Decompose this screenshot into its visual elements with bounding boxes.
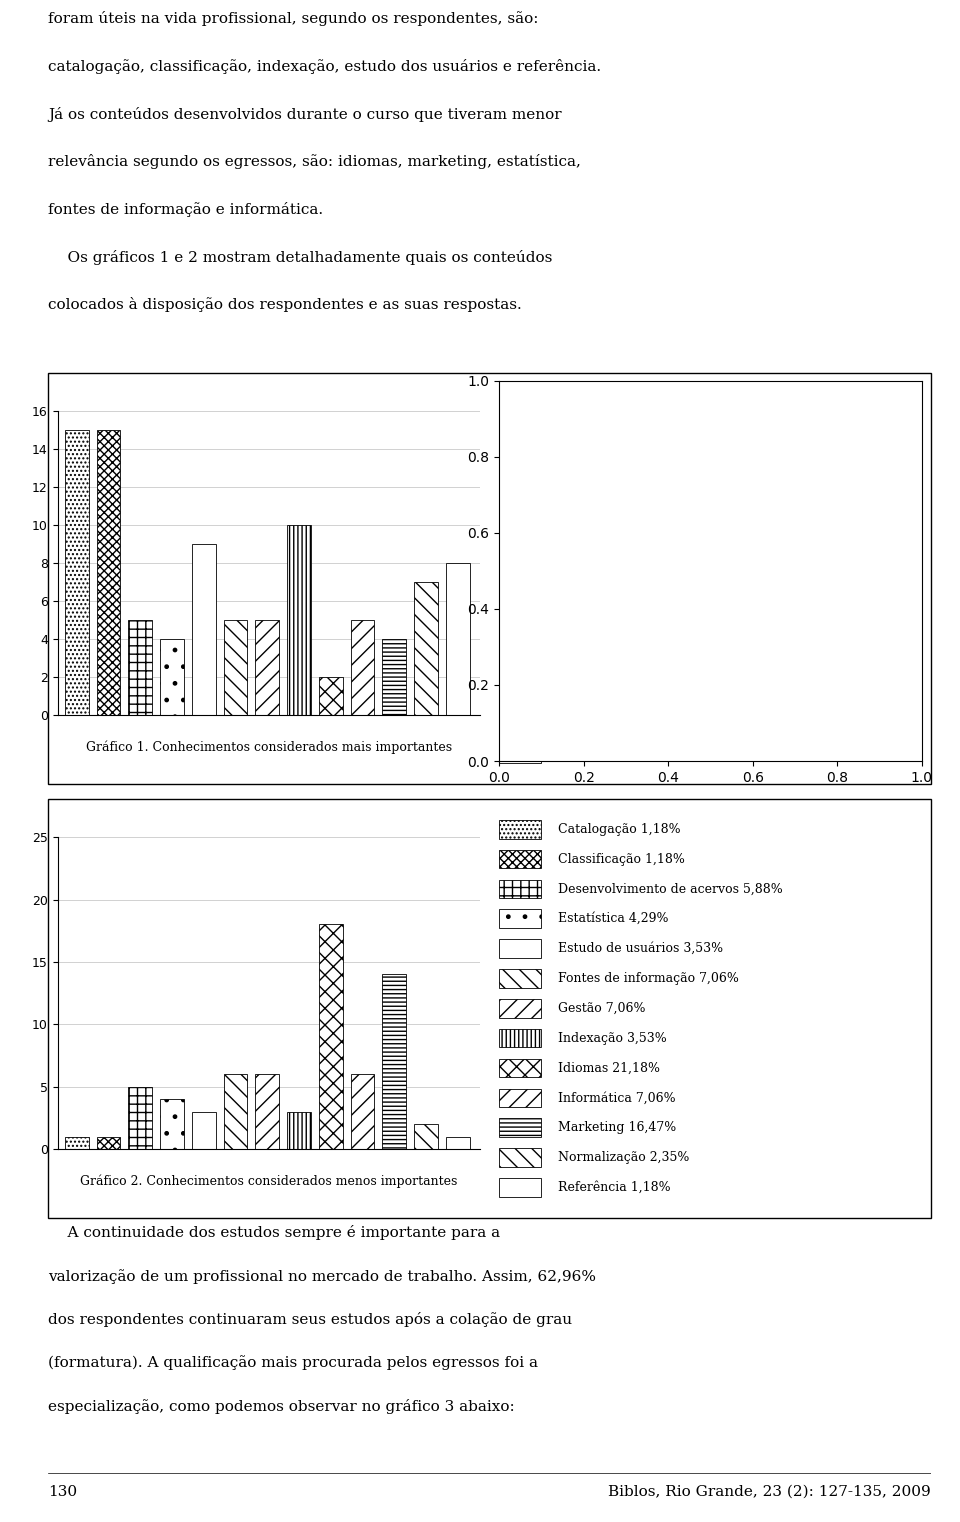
Text: Fontes de informação 3,33%: Fontes de informação 3,33%	[559, 542, 739, 556]
Bar	[287, 525, 311, 715]
Text: Fontes de informação 7,06%: Fontes de informação 7,06%	[559, 973, 739, 985]
Text: valorização de um profissional no mercado de trabalho. Assim, 62,96%: valorização de um profissional no mercad…	[48, 1269, 596, 1283]
Text: Biblos, Rio Grande, 23 (2): 127-135, 2009: Biblos, Rio Grande, 23 (2): 127-135, 200…	[609, 1484, 931, 1499]
Bar	[499, 627, 541, 645]
Text: Informática 4,91%: Informática 4,91%	[559, 659, 676, 673]
Bar	[64, 431, 88, 715]
Bar	[499, 1059, 541, 1078]
Bar	[129, 621, 152, 715]
Text: Estudo de usuários 8,59%: Estudo de usuários 8,59%	[559, 513, 723, 527]
Text: Indexação 3,53%: Indexação 3,53%	[559, 1032, 667, 1044]
Text: Referência 8,28%: Referência 8,28%	[559, 747, 671, 761]
Text: Classificação 1,18%: Classificação 1,18%	[559, 852, 685, 866]
Text: catalogação, classificação, indexação, estudo dos usuários e referência.: catalogação, classificação, indexação, e…	[48, 59, 601, 75]
Bar	[382, 639, 406, 715]
Bar	[499, 715, 541, 734]
Text: Idiomas 21,18%: Idiomas 21,18%	[559, 1061, 660, 1075]
Bar	[499, 1029, 541, 1047]
Bar	[129, 1087, 152, 1149]
Bar	[499, 452, 541, 470]
Bar	[499, 394, 541, 412]
Bar	[319, 924, 343, 1149]
Bar	[445, 1137, 469, 1149]
Bar	[192, 545, 216, 715]
Text: A continuidade dos estudos sempre é importante para a: A continuidade dos estudos sempre é impo…	[48, 1225, 500, 1240]
Text: relevância segundo os egressos, são: idiomas, marketing, estatística,: relevância segundo os egressos, são: idi…	[48, 154, 581, 169]
Text: foram úteis na vida profissional, segundo os respondentes, são:: foram úteis na vida profissional, segund…	[48, 11, 539, 26]
Text: dos respondentes continuaram seus estudos após a colação de grau: dos respondentes continuaram seus estudo…	[48, 1312, 572, 1327]
Bar	[255, 1075, 279, 1149]
Bar	[97, 1137, 120, 1149]
Text: fontes de informação e informática.: fontes de informação e informática.	[48, 202, 324, 218]
Bar	[499, 1119, 541, 1137]
Text: Gráfico 1. Conhecimentos considerados mais importantes: Gráfico 1. Conhecimentos considerados ma…	[85, 741, 452, 753]
Text: Indexação 9,51%: Indexação 9,51%	[559, 601, 667, 615]
Bar	[499, 849, 541, 869]
Text: Referência 1,18%: Referência 1,18%	[559, 1181, 671, 1193]
Text: Estudo de usuários 3,53%: Estudo de usuários 3,53%	[559, 942, 724, 956]
Text: Desenvolvimento de acervos 4,60%: Desenvolvimento de acervos 4,60%	[559, 455, 783, 467]
Text: colocados à disposição dos respondentes e as suas respostas.: colocados à disposição dos respondentes …	[48, 297, 521, 312]
Text: Normalização 2,35%: Normalização 2,35%	[559, 1151, 689, 1164]
Bar	[350, 1075, 374, 1149]
Bar	[499, 658, 541, 676]
Text: Informática 7,06%: Informática 7,06%	[559, 1091, 676, 1105]
Bar	[499, 744, 541, 763]
Bar	[64, 1137, 88, 1149]
Bar	[255, 621, 279, 715]
Text: Estatística 4,29%: Estatística 4,29%	[559, 484, 669, 498]
Bar	[224, 1075, 248, 1149]
Bar	[499, 1148, 541, 1167]
Bar	[499, 481, 541, 499]
Bar	[499, 569, 541, 587]
Text: Classificação 15,04%: Classificação 15,04%	[559, 426, 693, 438]
Bar	[319, 677, 343, 715]
Bar	[499, 939, 541, 957]
Bar	[192, 1111, 216, 1149]
Bar	[499, 423, 541, 441]
Text: Catalogação 15,35%: Catalogação 15,35%	[559, 396, 688, 409]
Bar	[160, 1099, 184, 1149]
Bar	[499, 1088, 541, 1106]
Text: Marketing 3,68%: Marketing 3,68%	[559, 689, 669, 702]
Text: Gráfico 2. Conhecimentos considerados menos importantes: Gráfico 2. Conhecimentos considerados me…	[80, 1175, 458, 1187]
Text: Catalogação 1,18%: Catalogação 1,18%	[559, 823, 681, 836]
Text: Normalização 7,36%: Normalização 7,36%	[559, 718, 690, 731]
Bar	[499, 998, 541, 1018]
Text: Estatística 4,29%: Estatística 4,29%	[559, 912, 669, 925]
Bar	[499, 910, 541, 928]
Bar	[414, 581, 438, 715]
Bar	[499, 686, 541, 705]
Bar	[287, 1111, 311, 1149]
Text: Marketing 16,47%: Marketing 16,47%	[559, 1122, 677, 1134]
Bar	[224, 621, 248, 715]
Text: Idiomas 1,53%: Idiomas 1,53%	[559, 630, 653, 644]
Bar	[350, 621, 374, 715]
Bar	[445, 563, 469, 715]
Text: especialização, como podemos observar no gráfico 3 abaixo:: especialização, como podemos observar no…	[48, 1399, 515, 1414]
Text: Já os conteúdos desenvolvidos durante o curso que tiveram menor: Já os conteúdos desenvolvidos durante o …	[48, 107, 562, 122]
Bar	[499, 598, 541, 616]
Bar	[499, 511, 541, 530]
Bar	[414, 1125, 438, 1149]
Text: Os gráficos 1 e 2 mostram detalhadamente quais os conteúdos: Os gráficos 1 e 2 mostram detalhadamente…	[48, 250, 552, 265]
Bar	[97, 431, 120, 715]
Text: 130: 130	[48, 1484, 77, 1499]
Bar	[160, 639, 184, 715]
Bar	[499, 820, 541, 839]
Text: Gestão 7,06%: Gestão 7,06%	[559, 1001, 646, 1015]
Text: (formatura). A qualificação mais procurada pelos egressos foi a: (formatura). A qualificação mais procura…	[48, 1356, 538, 1370]
Bar	[499, 970, 541, 988]
Bar	[499, 880, 541, 898]
Text: Gestão 4,91%: Gestão 4,91%	[559, 572, 646, 584]
Text: Desenvolvimento de acervos 5,88%: Desenvolvimento de acervos 5,88%	[559, 883, 783, 895]
Bar	[382, 974, 406, 1149]
Bar	[499, 540, 541, 559]
Bar	[499, 1178, 541, 1196]
